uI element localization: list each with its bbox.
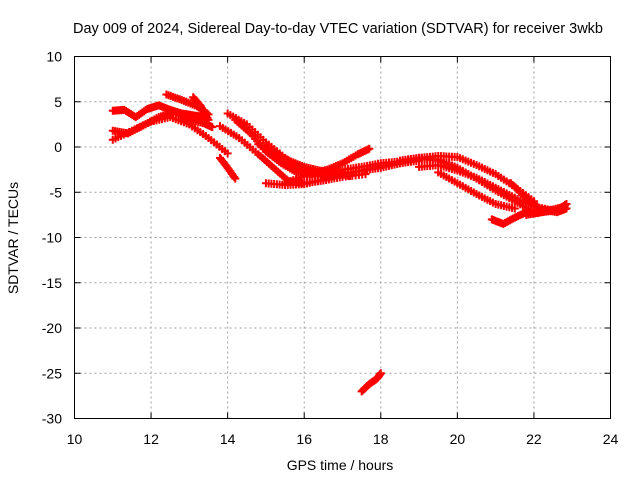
y-tick-label: -5 xyxy=(50,184,63,200)
x-tick-label: 18 xyxy=(373,431,389,447)
y-tick-label: 0 xyxy=(54,139,62,155)
y-tick-label: -30 xyxy=(42,411,62,427)
data-point xyxy=(208,123,217,132)
y-tick-label: 5 xyxy=(54,94,62,110)
y-axis-label: SDTVAR / TECUs xyxy=(5,182,21,294)
y-tick-label: -15 xyxy=(42,275,62,291)
series-arc-5 xyxy=(189,93,213,124)
series-arc-15 xyxy=(434,168,519,213)
x-tick-label: 22 xyxy=(526,431,542,447)
data-point xyxy=(365,144,374,153)
x-tick-label: 14 xyxy=(220,431,236,447)
x-tick-label: 16 xyxy=(296,431,312,447)
y-tick-label: -10 xyxy=(42,230,62,246)
data-point xyxy=(204,115,213,124)
data-points xyxy=(108,90,571,396)
x-tick-label: 24 xyxy=(603,431,619,447)
x-tick-label: 12 xyxy=(143,431,159,447)
y-tick-label: 10 xyxy=(46,49,62,65)
data-point xyxy=(510,204,519,213)
y-axis-ticks: -30 -25 -20 -15 -10 -5 0 5 10 xyxy=(42,49,611,427)
data-point xyxy=(231,174,240,183)
series-arc-19 xyxy=(357,369,385,396)
y-tick-label: -20 xyxy=(42,320,62,336)
data-point xyxy=(562,200,571,209)
data-point xyxy=(230,173,239,182)
x-axis-label: GPS time / hours xyxy=(287,457,394,473)
series-arc-18 xyxy=(522,200,571,219)
data-point xyxy=(376,369,385,378)
series-arc-6 xyxy=(215,153,240,183)
y-tick-label: -25 xyxy=(42,365,62,381)
x-axis-ticks: 10 12 14 16 18 20 22 24 xyxy=(67,56,619,447)
x-tick-label: 20 xyxy=(450,431,466,447)
series-arc-3 xyxy=(108,113,232,158)
data-point xyxy=(223,149,232,158)
chart-title: Day 009 of 2024, Sidereal Day-to-day VTE… xyxy=(73,21,603,37)
x-tick-label: 10 xyxy=(67,431,83,447)
